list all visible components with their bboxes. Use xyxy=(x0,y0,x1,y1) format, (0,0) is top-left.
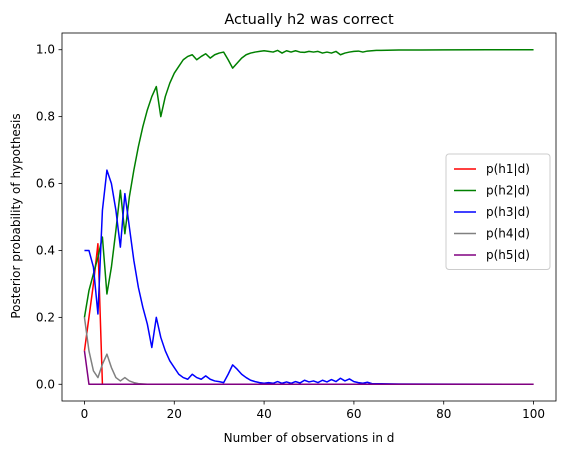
legend-label: p(h2|d) xyxy=(486,184,530,198)
y-tick-label: 0.2 xyxy=(36,310,55,324)
series-line-3 xyxy=(84,169,534,386)
legend-label: p(h5|d) xyxy=(486,248,530,262)
plot-frame xyxy=(61,32,557,402)
y-tick-label: 0.6 xyxy=(36,177,55,191)
legend-label: p(h3|d) xyxy=(486,205,530,219)
x-axis-label: Number of observations in d xyxy=(224,431,395,445)
y-tick-label: 0.4 xyxy=(36,243,55,257)
x-tick-label: 60 xyxy=(346,407,361,421)
x-tick-label: 80 xyxy=(436,407,451,421)
y-tick-label: 1.0 xyxy=(36,43,55,57)
y-tick-label: 0.0 xyxy=(36,377,55,391)
x-tick-label: 100 xyxy=(522,407,545,421)
x-tick-label: 0 xyxy=(81,407,89,421)
series-line-2 xyxy=(83,48,534,318)
series-line-5 xyxy=(83,350,534,386)
chart-title: Actually h2 was correct xyxy=(224,12,394,28)
y-axis-label: Posterior probability of hypothesis xyxy=(9,113,23,318)
legend-label: p(h4|d) xyxy=(486,227,530,241)
legend-label: p(h1|d) xyxy=(486,162,530,176)
series-line-4 xyxy=(83,317,534,386)
x-tick-label: 20 xyxy=(167,407,182,421)
legend-box xyxy=(445,153,551,270)
plot-area: 0 20 40 60 80 100 0.0 0.2 0.4 0.6 0.8 1.0 xyxy=(36,32,557,421)
y-tick-label: 0.8 xyxy=(36,110,55,124)
legend: p(h1|d) p(h2|d) p(h3|d) p(h4|d) p(h5|d) xyxy=(445,153,551,270)
x-tick-label: 40 xyxy=(256,407,271,421)
